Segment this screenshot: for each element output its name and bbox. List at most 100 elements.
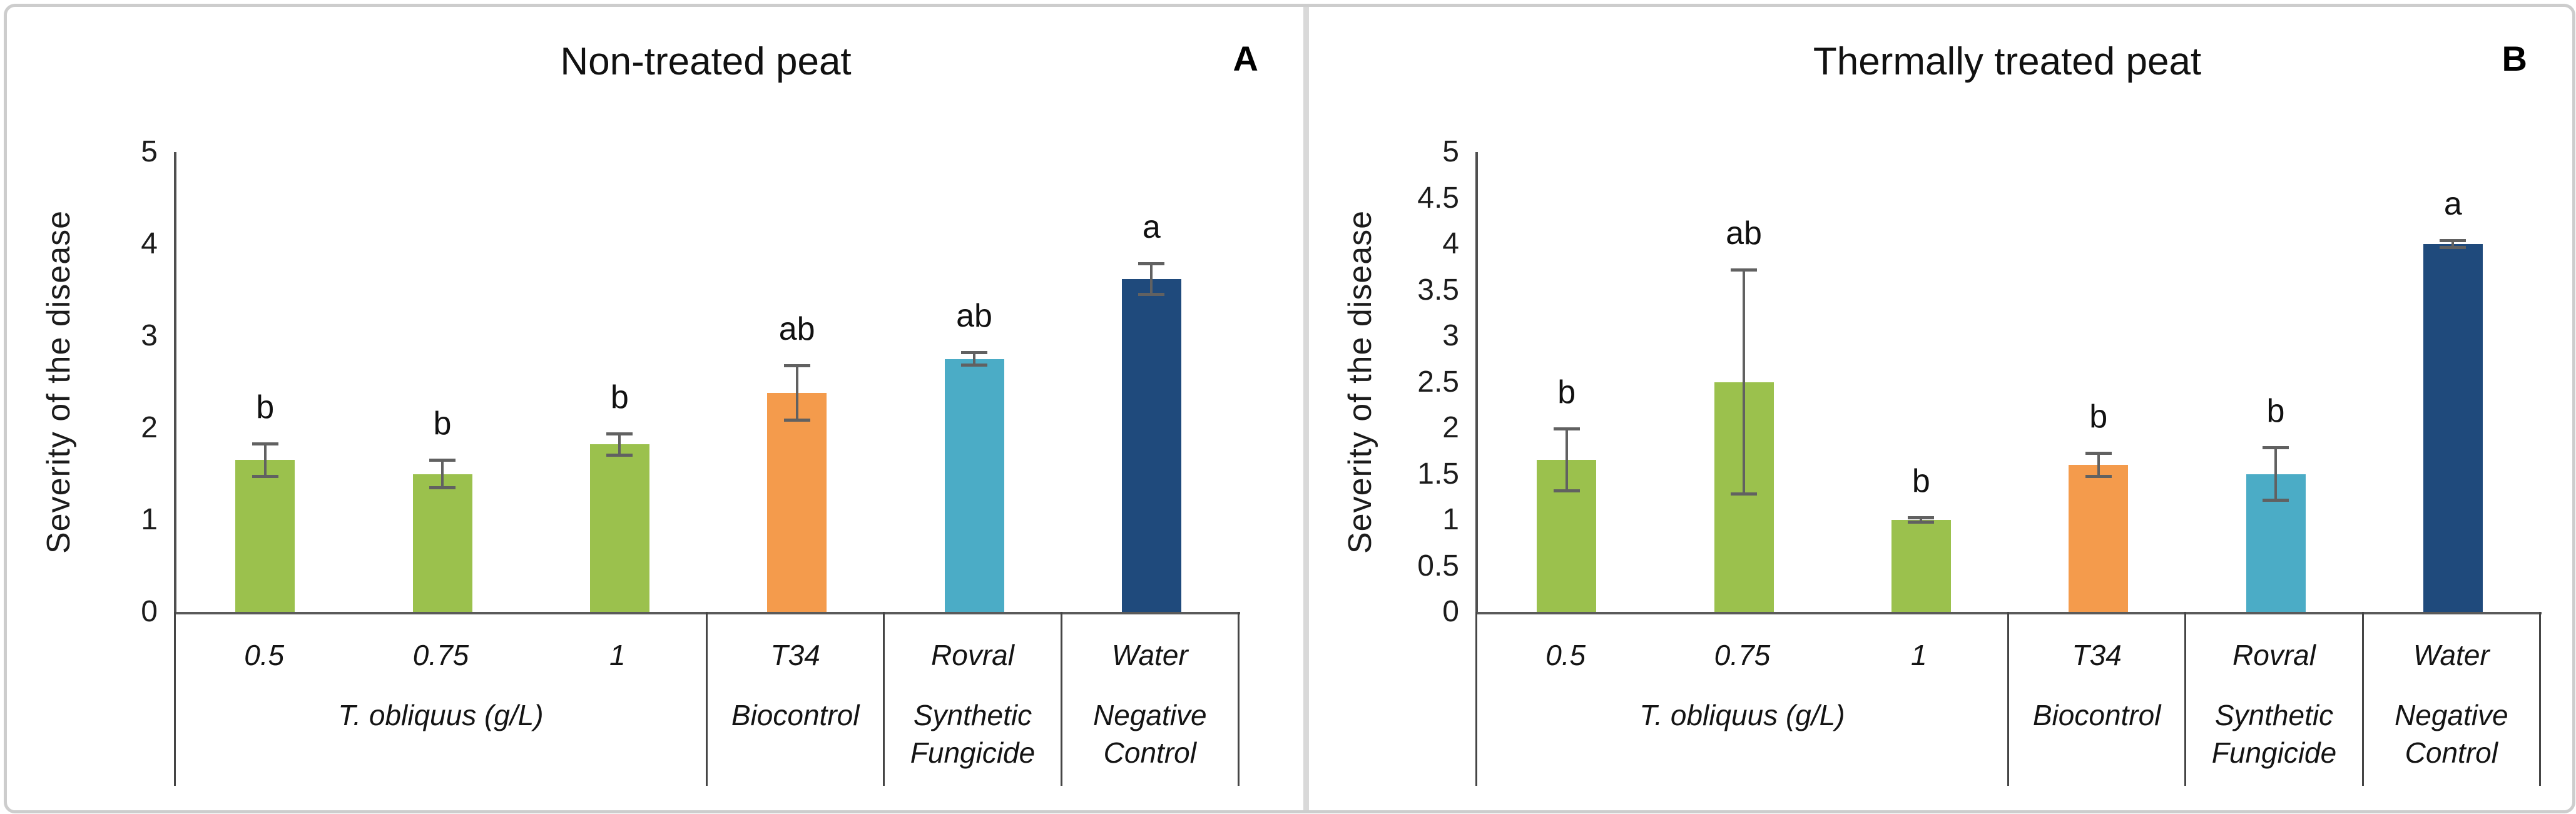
error-bar-cap-top	[1138, 262, 1165, 265]
error-bar-cap-bottom	[961, 364, 987, 367]
category-row: 0.5 0.75 1	[1477, 638, 2007, 672]
error-bar-cap-top	[961, 351, 987, 355]
significance-letter: b	[433, 405, 452, 442]
error-bar-cap-top	[1553, 427, 1580, 431]
error-bar	[1150, 263, 1153, 295]
axis-group-cell: Water Negative Control	[2364, 612, 2541, 786]
y-tick-label: 5	[141, 135, 158, 168]
error-bar-cap-top	[783, 364, 810, 368]
error-bar	[2274, 447, 2277, 501]
category-label: Water	[1111, 639, 1188, 671]
error-bar	[2097, 452, 2100, 477]
axis-group-cell: Rovral Synthetic Fungicide	[2186, 612, 2364, 786]
axis-group-cell: Rovral Synthetic Fungicide	[885, 612, 1062, 786]
category-label: 0.75	[412, 639, 469, 671]
chart-title: Thermally treated peat	[1813, 40, 2202, 83]
group-label: T. obliquus (g/L)	[338, 699, 544, 731]
group-label: Biocontrol	[731, 699, 860, 731]
error-bar	[618, 433, 621, 456]
axis-group-cell: T34 Biocontrol	[708, 612, 885, 786]
category-label: 1	[609, 639, 626, 671]
category-row: T34	[708, 638, 883, 672]
error-bar	[441, 460, 444, 488]
axis-group-cell: Water Negative Control	[1062, 612, 1240, 786]
panel-letter-a: A	[1233, 39, 1258, 78]
error-bar-cap-top	[252, 442, 278, 445]
group-label: T. obliquus (g/L)	[1639, 699, 1845, 731]
axis-group-cell: 0.5 0.75 1 T. obliquus (g/L)	[1477, 612, 2009, 786]
group-label: Synthetic Fungicide	[2211, 699, 2337, 769]
error-bar	[973, 352, 975, 366]
category-label: 0.5	[244, 639, 285, 671]
error-bar-cap-bottom	[2440, 245, 2467, 249]
panel-letter-b: B	[2502, 39, 2527, 78]
significance-letter: a	[1142, 208, 1161, 245]
y-tick-label: 0	[141, 595, 158, 628]
significance-letter: b	[610, 379, 629, 415]
group-label: Negative Control	[1093, 699, 1207, 769]
error-bar-cap-top	[2263, 445, 2289, 449]
x-axis-label-table: 0.5 0.75 1 T. obliquus (g/L) T34 Biocontrol Ro…	[1475, 612, 2541, 786]
plot-area: 0 0.5 1 1.5 2 2.5 3 3.5 4 4.5 5 b ab b b b a	[1417, 135, 2542, 628]
y-tick-label: 3	[141, 319, 158, 352]
y-tick-label: 4.5	[1417, 181, 1459, 215]
error-bar	[2451, 240, 2455, 248]
plot-area: 0 1 2 3 4 5 b b b ab ab a	[141, 135, 1240, 628]
y-tick-label: 3	[1442, 319, 1459, 352]
y-tick-label: 4	[141, 227, 158, 260]
y-tick-label: 0.5	[1417, 549, 1459, 583]
category-row: Rovral	[885, 638, 1060, 672]
error-bar-cap-bottom	[1553, 489, 1580, 493]
error-bar-cap-bottom	[1138, 292, 1165, 296]
error-bar	[263, 443, 267, 477]
bar-Rovral	[944, 359, 1004, 612]
significance-letter: ab	[956, 298, 992, 335]
error-bar	[1565, 429, 1568, 492]
group-label: Biocontrol	[2032, 699, 2161, 731]
error-bar-cap-top	[2085, 451, 2112, 455]
y-tick-label: 5	[1442, 135, 1459, 168]
y-tick-label: 1.5	[1417, 457, 1459, 491]
error-bar-cap-top	[2440, 239, 2467, 243]
bar-1	[1891, 520, 1951, 612]
error-bar-cap-top	[1908, 516, 1935, 519]
x-axis-label-table: 0.5 0.75 1 T. obliquus (g/L) T34 Biocontrol Ro…	[174, 612, 1240, 786]
bar-0.5	[235, 460, 295, 612]
category-label: Rovral	[931, 639, 1014, 671]
bar-1	[589, 444, 649, 612]
error-bar-cap-bottom	[606, 454, 633, 457]
group-label: Negative Control	[2395, 699, 2508, 769]
y-tick-label: 0	[1442, 595, 1459, 628]
y-tick-label: 2.5	[1417, 365, 1459, 399]
error-bar	[1920, 517, 1923, 523]
y-tick-label: 1	[1442, 503, 1459, 536]
error-bar-cap-bottom	[429, 486, 456, 489]
group-label: Synthetic Fungicide	[910, 699, 1036, 769]
significance-letter: ab	[778, 311, 815, 348]
error-bar-cap-bottom	[2085, 474, 2112, 478]
category-row: Rovral	[2186, 638, 2361, 672]
category-row: Water	[2364, 638, 2539, 672]
bar-T34	[2069, 464, 2129, 612]
panel-thermally-treated-peat: Thermally treated peat B Severity of the…	[1316, 13, 2566, 804]
y-tick-label: 2	[141, 411, 158, 444]
category-row: 0.5 0.75 1	[176, 638, 706, 672]
error-bar-cap-bottom	[783, 419, 810, 422]
error-bar-cap-bottom	[252, 474, 278, 478]
y-tick-label: 2	[1442, 411, 1459, 444]
category-label: 1	[1911, 639, 1927, 671]
y-tick-label: 3.5	[1417, 273, 1459, 307]
bar-T34	[767, 393, 827, 612]
significance-letter: a	[2443, 186, 2462, 223]
axis-group-cell: T34 Biocontrol	[2009, 612, 2187, 786]
panel-non-treated-peat: Non-treated peat A Severity of the disea…	[14, 13, 1297, 804]
error-bar	[1743, 270, 1745, 494]
bar-Water	[1121, 278, 1181, 612]
category-label: T34	[2072, 639, 2122, 671]
category-label: 0.5	[1545, 639, 1586, 671]
panel-divider	[1303, 7, 1309, 810]
error-bar-cap-bottom	[1908, 521, 1935, 524]
category-row: T34	[2009, 638, 2184, 672]
category-row: Water	[1062, 638, 1238, 672]
significance-letter: b	[2089, 398, 2108, 435]
